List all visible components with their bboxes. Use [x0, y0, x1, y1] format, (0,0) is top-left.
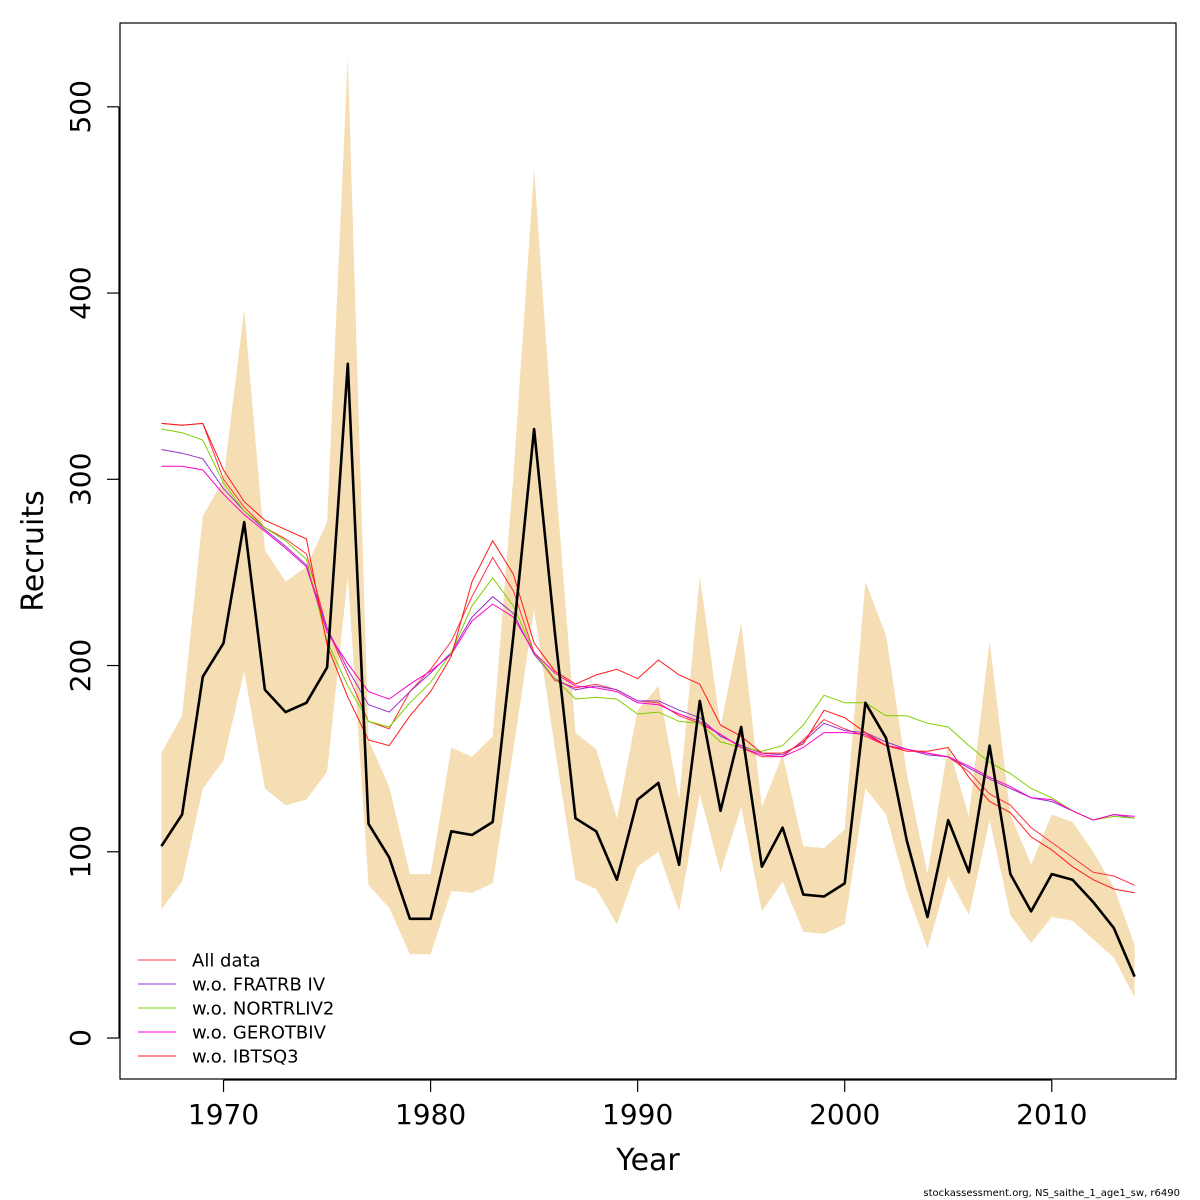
legend-label: All data [192, 951, 261, 972]
x-tick-label: 2010 [1016, 1098, 1087, 1131]
series-line-1 [161, 422, 1135, 886]
y-tick-label: 500 [64, 80, 97, 133]
y-tick-label: 100 [64, 825, 97, 878]
legend-label: w.o. NORTRLIV2 [192, 999, 334, 1020]
legend-label: w.o. GEROTBIV [192, 1023, 327, 1044]
y-tick-label: 0 [64, 1029, 97, 1047]
series-line-5 [161, 422, 1135, 894]
confidence-band [161, 56, 1135, 998]
plot-area [160, 56, 1136, 998]
x-axis: 1970 1980 1990 2000 2010 [188, 1079, 1087, 1131]
x-axis-title: Year [615, 1143, 680, 1178]
plot-frame [119, 22, 1177, 1080]
x-tick-label: 2000 [809, 1098, 880, 1131]
y-axis-title: Recruits [16, 490, 51, 612]
legend-label: w.o. IBTSQ3 [192, 1047, 299, 1068]
y-tick-label: 300 [64, 453, 97, 506]
x-tick-label: 1980 [395, 1098, 466, 1131]
x-tick-label: 1970 [188, 1098, 259, 1131]
x-tick-label: 1990 [602, 1098, 673, 1131]
y-tick-label: 400 [64, 266, 97, 319]
y-axis: 0 100 200 300 400 500 [64, 80, 120, 1047]
y-tick-label: 200 [64, 639, 97, 692]
series-line-4 [161, 465, 1135, 821]
legend-label: w.o. FRATRB IV [192, 975, 326, 996]
series-line-2 [161, 449, 1135, 821]
legend: All data w.o. FRATRB IV w.o. NORTRLIV2 w.o.… [138, 951, 334, 1068]
estimate-line [160, 362, 1136, 978]
footnote: stockassessment.org, NS_saithe_1_age1_sw… [923, 1188, 1180, 1199]
